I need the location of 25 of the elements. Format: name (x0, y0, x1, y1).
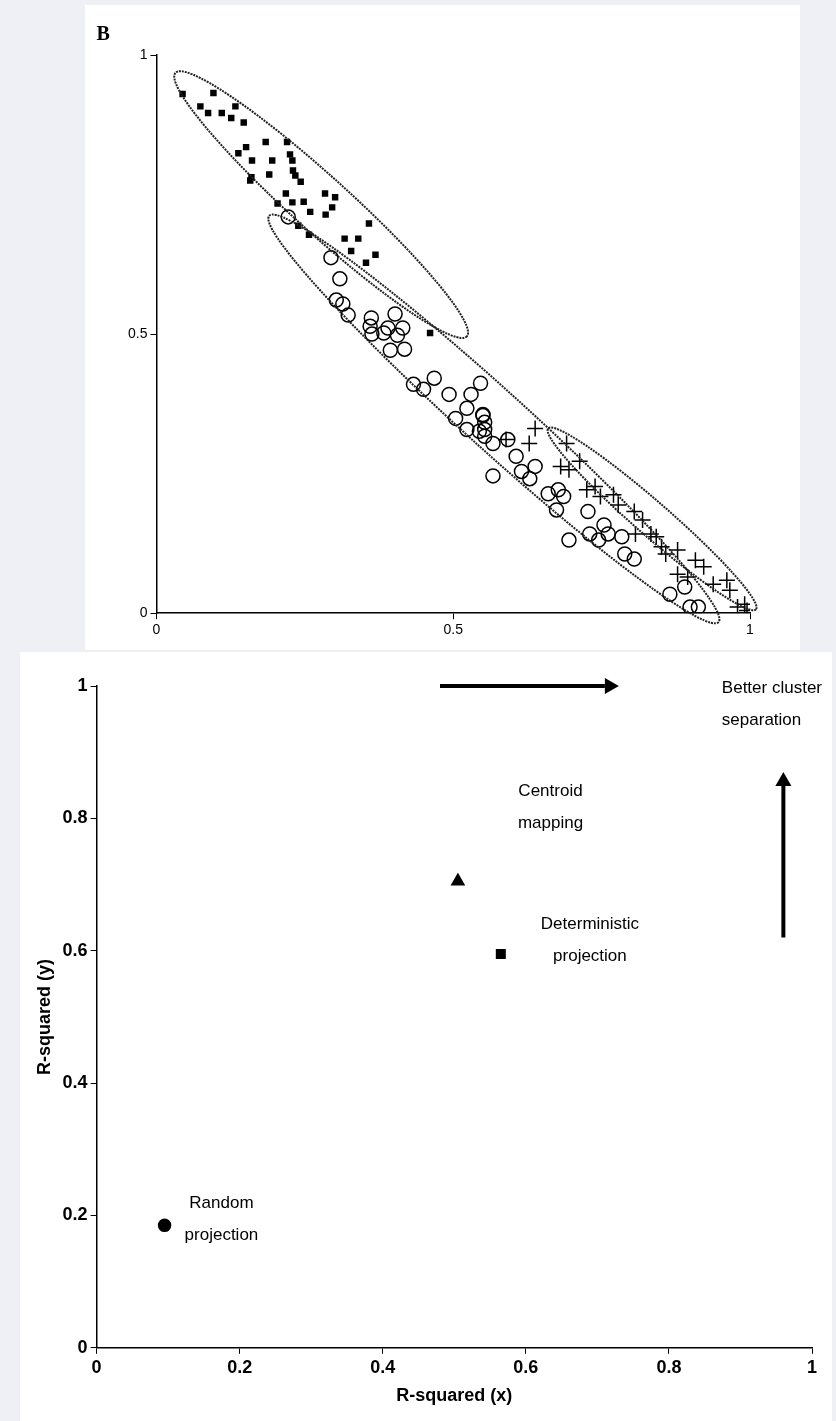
x-tick-label: 0.4 (370, 1356, 396, 1377)
x-tick-label: 0.8 (656, 1356, 682, 1377)
x-tick-label: 0 (152, 621, 161, 638)
y-tick-label: 0.6 (62, 939, 88, 960)
x-tick-label: 0 (91, 1356, 102, 1377)
x-tick-label: 1 (806, 1356, 818, 1377)
text: Deterministic projection (540, 913, 640, 965)
y-tick-label: 0.5 (127, 324, 148, 341)
y-axis-title: R-squared (y) (33, 958, 54, 1075)
y-tick-label: 0.4 (62, 1072, 88, 1093)
y-tick-label: 0.2 (62, 1204, 88, 1225)
y-tick-label: 1 (139, 45, 148, 62)
x-axis-title: R-squared (x) (396, 1385, 513, 1406)
y-tick-label: 1 (77, 674, 88, 695)
text: Centroid mapping (517, 780, 584, 832)
series-label: Random projection (184, 1193, 259, 1245)
x-tick-label: 1 (746, 621, 755, 638)
annotation: Better cluster separation (721, 677, 823, 729)
x-tick-label: 0.5 (443, 621, 464, 638)
y-tick-label: 0 (77, 1336, 88, 1357)
x-tick-label: 0.6 (513, 1356, 539, 1377)
x-tick-label: 0.2 (227, 1356, 253, 1377)
y-tick-label: 0 (139, 604, 148, 621)
chart-title: B (96, 22, 110, 45)
y-tick-label: 0.8 (62, 807, 88, 828)
